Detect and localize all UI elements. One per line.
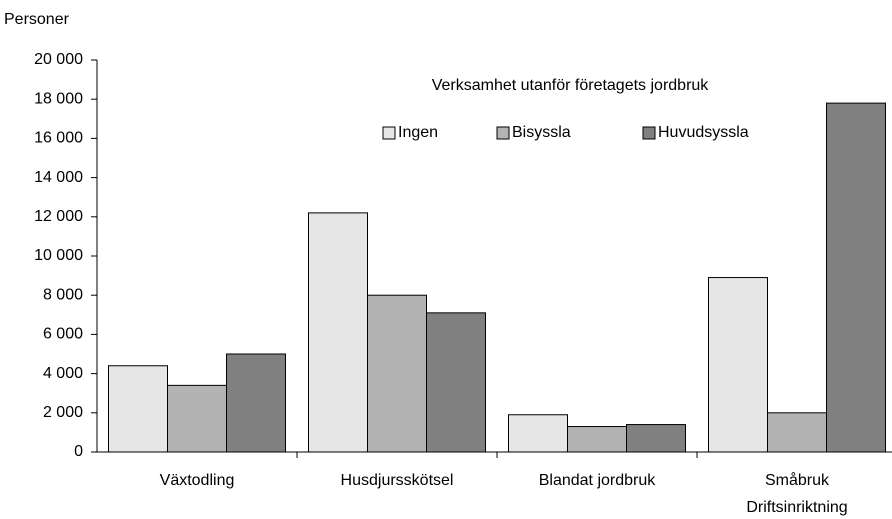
y-axis-label: Personer	[4, 11, 70, 28]
y-tick-label: 8 000	[43, 286, 83, 303]
y-tick-label: 10 000	[34, 247, 83, 264]
bar	[426, 312, 486, 453]
bar	[708, 277, 768, 453]
y-tick-label: 0	[74, 443, 83, 460]
y-tick-label: 12 000	[34, 208, 83, 225]
x-tick-label: Husdjursskötsel	[341, 472, 454, 489]
x-tick-label: Blandat jordbruk	[539, 472, 657, 489]
bar	[567, 426, 627, 453]
y-tick-label: 4 000	[43, 365, 83, 382]
legend-label: Huvudsyssla	[658, 124, 749, 141]
legend-label: Bisyssla	[512, 124, 571, 141]
y-tick-label: 18 000	[34, 90, 83, 107]
bar	[108, 365, 168, 453]
y-tick-label: 6 000	[43, 326, 83, 343]
y-tick-label: 16 000	[34, 130, 83, 147]
legend-label: Ingen	[398, 124, 438, 141]
legend-swatch	[382, 126, 396, 140]
legend-swatch	[496, 126, 510, 140]
y-tick-label: 20 000	[34, 51, 83, 68]
x-tick-label: Växtodling	[160, 472, 235, 489]
bar	[167, 384, 227, 453]
bar	[626, 424, 686, 453]
legend-swatch	[642, 126, 656, 140]
bar	[367, 294, 427, 453]
x-tick-label: Småbruk	[765, 471, 830, 489]
y-tick-label: 14 000	[34, 169, 83, 186]
bar	[508, 414, 568, 453]
legend-title: Verksamhet utanför företagets jordbruk	[432, 77, 710, 94]
bar	[226, 353, 286, 453]
bar	[308, 212, 368, 453]
bar	[767, 412, 827, 453]
x-axis-label: Driftsinriktning	[746, 499, 847, 516]
y-tick-label: 2 000	[43, 404, 83, 421]
bar	[826, 102, 886, 453]
